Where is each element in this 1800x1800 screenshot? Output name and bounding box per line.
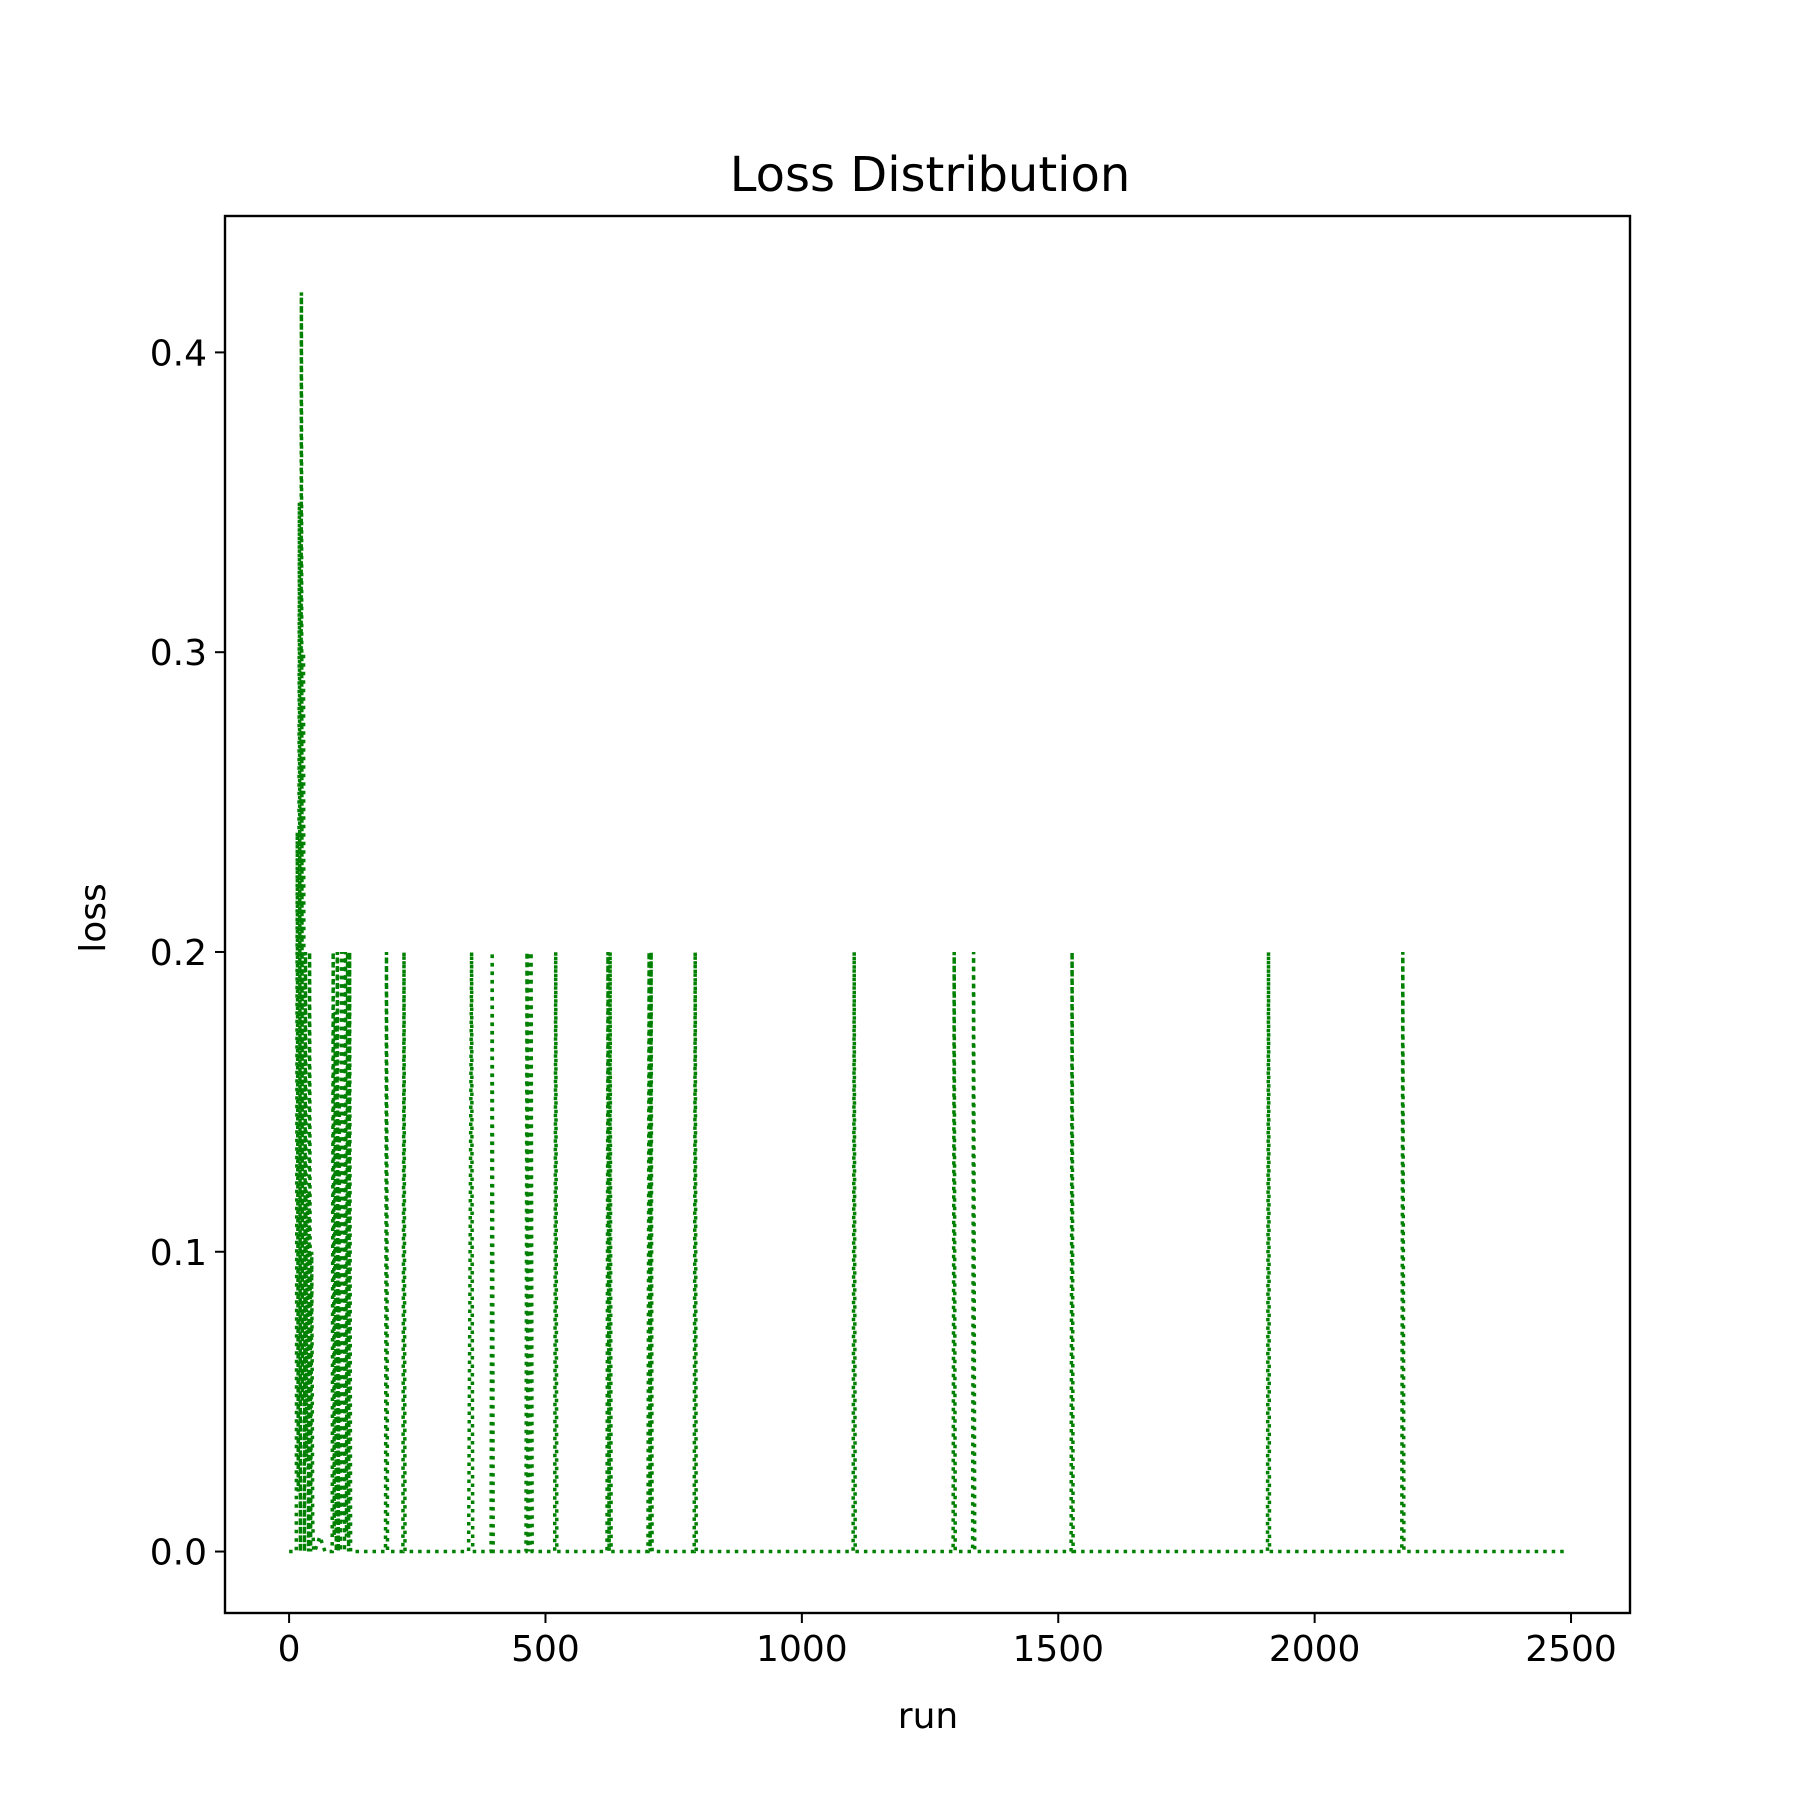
x-axis-ticks: 0 500 1000 1500 2000 2500 xyxy=(278,1613,1617,1670)
y-tick-label: 0.2 xyxy=(150,933,207,974)
y-axis-ticks: 0.0 0.1 0.2 0.3 0.4 xyxy=(150,333,225,1574)
x-tick-label: 500 xyxy=(511,1629,580,1670)
series-layer xyxy=(289,292,1566,1554)
series-line-0 xyxy=(289,292,1566,1554)
plot-frame xyxy=(223,214,1632,1615)
y-tick-label: 0.1 xyxy=(150,1233,207,1274)
y-tick-label: 0.0 xyxy=(150,1533,207,1574)
y-tick-label: 0.3 xyxy=(150,633,207,674)
x-tick-label: 2500 xyxy=(1525,1629,1617,1670)
x-axis-label: run xyxy=(898,1696,958,1737)
x-tick-label: 0 xyxy=(278,1629,301,1670)
x-tick-label: 1000 xyxy=(756,1629,848,1670)
chart-title: Loss Distribution xyxy=(730,147,1131,203)
y-axis-label: loss xyxy=(73,883,114,953)
y-tick-label: 0.4 xyxy=(150,333,207,374)
x-tick-label: 2000 xyxy=(1269,1629,1361,1670)
x-tick-label: 1500 xyxy=(1012,1629,1104,1670)
